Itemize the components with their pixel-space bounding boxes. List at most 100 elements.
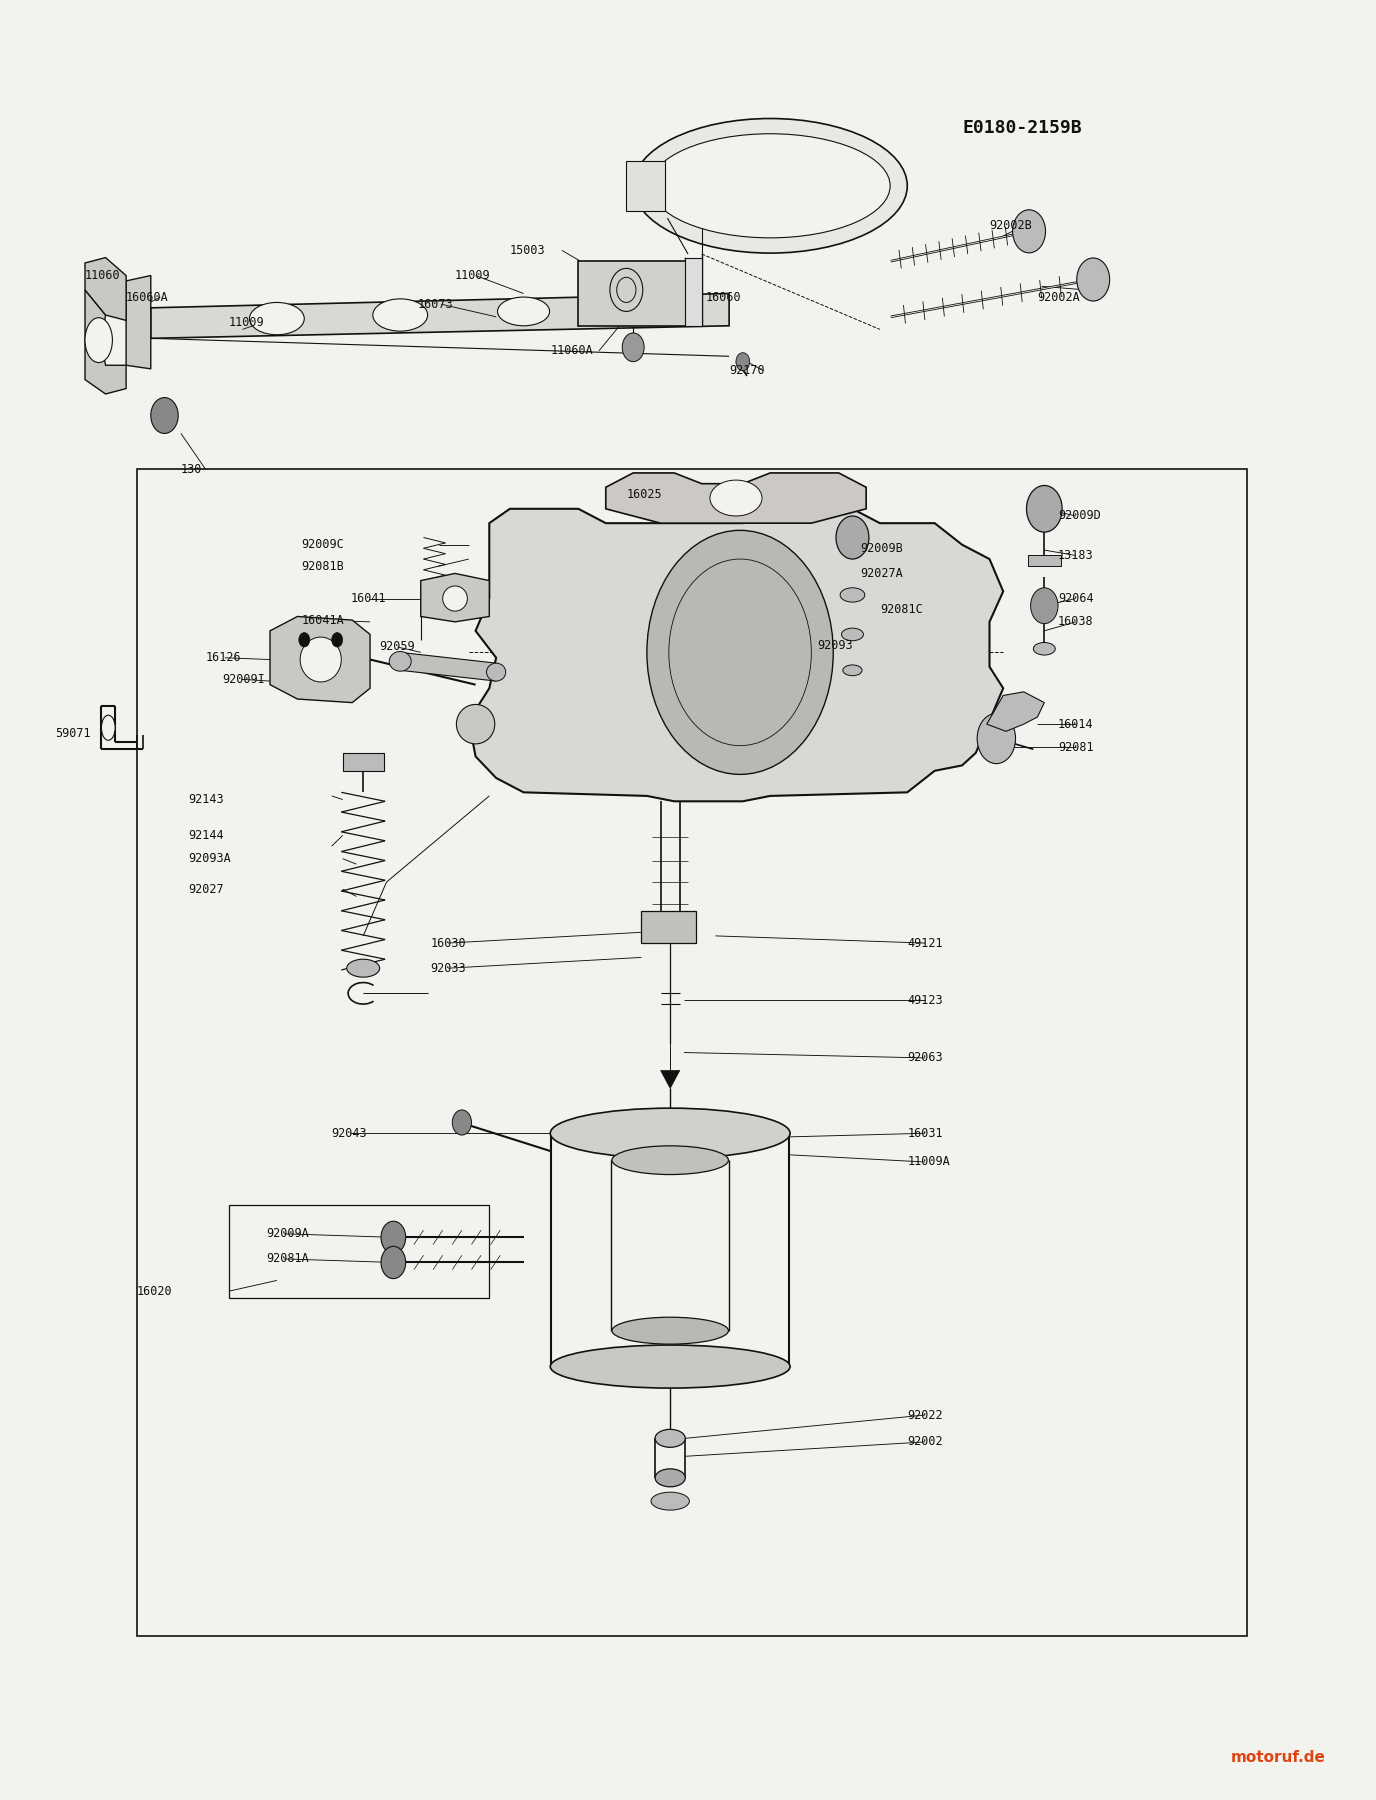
Text: 92033: 92033	[431, 961, 466, 974]
Text: 92009D: 92009D	[1058, 509, 1101, 522]
Text: 92064: 92064	[1058, 592, 1094, 605]
Text: 92009C: 92009C	[301, 538, 344, 551]
Text: 92093: 92093	[817, 639, 853, 652]
Text: 92009B: 92009B	[860, 542, 904, 554]
Text: 92081A: 92081A	[266, 1253, 308, 1265]
Polygon shape	[127, 275, 151, 369]
Ellipse shape	[655, 1429, 685, 1447]
Circle shape	[977, 713, 1015, 763]
Circle shape	[736, 353, 750, 371]
Circle shape	[1026, 486, 1062, 533]
Bar	[138, 470, 1247, 1636]
Ellipse shape	[1033, 643, 1055, 655]
Text: 16014: 16014	[1058, 718, 1094, 731]
Ellipse shape	[498, 297, 549, 326]
Polygon shape	[85, 257, 127, 320]
Circle shape	[647, 531, 834, 774]
Text: 92002B: 92002B	[989, 220, 1032, 232]
Text: 92009I: 92009I	[222, 673, 264, 686]
Ellipse shape	[457, 704, 495, 743]
Text: 92093A: 92093A	[187, 851, 231, 866]
Ellipse shape	[710, 481, 762, 517]
Polygon shape	[987, 691, 1044, 731]
Ellipse shape	[102, 715, 116, 740]
Circle shape	[299, 632, 310, 646]
Polygon shape	[469, 509, 1003, 801]
Ellipse shape	[347, 959, 380, 977]
Ellipse shape	[612, 1318, 728, 1345]
Text: 92027: 92027	[187, 882, 223, 896]
Circle shape	[1031, 589, 1058, 623]
Text: 92144: 92144	[187, 828, 223, 842]
Polygon shape	[270, 616, 370, 702]
Text: 59071: 59071	[55, 727, 91, 740]
Text: 92081C: 92081C	[879, 603, 923, 616]
Text: 92002: 92002	[907, 1435, 943, 1449]
Polygon shape	[660, 1071, 680, 1089]
Text: 16073: 16073	[418, 297, 454, 311]
Polygon shape	[605, 473, 866, 524]
Text: 16060: 16060	[706, 290, 742, 304]
Text: 92027A: 92027A	[860, 567, 904, 580]
Bar	[641, 911, 696, 943]
Text: 92059: 92059	[380, 641, 416, 653]
Text: 49121: 49121	[907, 936, 943, 950]
Text: 92170: 92170	[729, 364, 765, 378]
Text: 11009: 11009	[455, 268, 491, 283]
Polygon shape	[421, 574, 490, 621]
Polygon shape	[85, 290, 127, 394]
Circle shape	[381, 1246, 406, 1278]
Bar	[626, 160, 665, 211]
Text: 16025: 16025	[626, 488, 662, 500]
Text: 92002A: 92002A	[1038, 290, 1080, 304]
Text: 49123: 49123	[907, 994, 943, 1006]
Text: 16041A: 16041A	[301, 614, 344, 626]
Ellipse shape	[373, 299, 428, 331]
Ellipse shape	[249, 302, 304, 335]
Circle shape	[1013, 211, 1046, 252]
Circle shape	[622, 333, 644, 362]
Ellipse shape	[85, 319, 113, 362]
Ellipse shape	[550, 1109, 790, 1159]
Text: 11060A: 11060A	[550, 344, 593, 358]
Ellipse shape	[443, 587, 468, 610]
Polygon shape	[151, 293, 729, 338]
Text: 92081B: 92081B	[301, 560, 344, 572]
Circle shape	[1077, 257, 1109, 301]
Circle shape	[332, 632, 343, 646]
Text: 92063: 92063	[907, 1051, 943, 1064]
Polygon shape	[400, 652, 497, 680]
Ellipse shape	[843, 664, 861, 675]
Ellipse shape	[487, 662, 506, 680]
Circle shape	[381, 1220, 406, 1253]
Bar	[343, 752, 384, 770]
Bar	[228, 1204, 490, 1298]
Polygon shape	[578, 261, 688, 326]
Ellipse shape	[842, 628, 863, 641]
Text: 92009A: 92009A	[266, 1228, 308, 1240]
Text: 92081: 92081	[1058, 742, 1094, 754]
Ellipse shape	[550, 1345, 790, 1388]
Text: 16020: 16020	[138, 1285, 173, 1298]
Ellipse shape	[655, 1469, 685, 1487]
Ellipse shape	[389, 652, 411, 671]
Ellipse shape	[651, 1492, 689, 1510]
Text: 130: 130	[180, 463, 202, 475]
Circle shape	[837, 517, 868, 560]
Text: 92022: 92022	[907, 1409, 943, 1422]
Text: 11009: 11009	[228, 315, 264, 329]
Ellipse shape	[300, 637, 341, 682]
Text: 16030: 16030	[431, 936, 466, 950]
Ellipse shape	[633, 119, 907, 254]
Text: 11009A: 11009A	[907, 1156, 949, 1168]
Text: motoruf.de: motoruf.de	[1230, 1750, 1325, 1766]
Bar	[1028, 556, 1061, 567]
Text: 11060: 11060	[85, 268, 121, 283]
Circle shape	[453, 1111, 472, 1136]
Ellipse shape	[612, 1147, 728, 1175]
Text: 13183: 13183	[1058, 549, 1094, 562]
Ellipse shape	[841, 589, 864, 603]
Ellipse shape	[550, 1346, 790, 1388]
Text: 16031: 16031	[907, 1127, 943, 1139]
Ellipse shape	[651, 133, 890, 238]
